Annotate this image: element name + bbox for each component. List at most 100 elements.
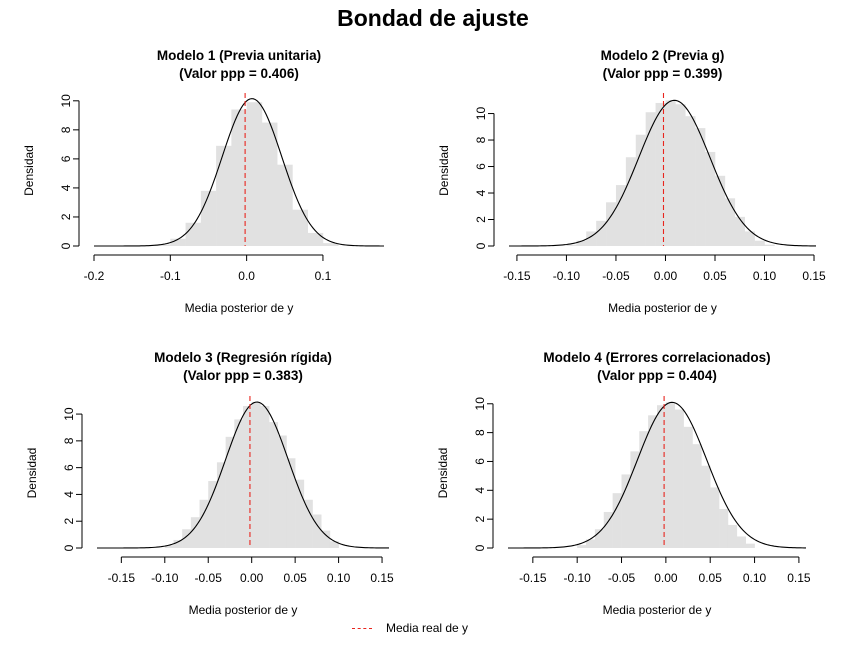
histogram-bar [155,244,171,246]
x-tick-label: -0.2 [84,269,105,283]
histogram-bar [657,405,667,548]
histogram-bar [261,122,278,246]
x-tick-label: 0.15 [802,269,826,283]
histogram-bar [606,202,617,246]
histogram-bar [260,406,270,548]
y-tick-label: 8 [59,126,73,133]
y-axis: 0 2 4 6 8 10 [473,397,494,551]
histogram-bar [701,465,711,548]
histogram-bar [615,185,627,246]
density-curve [508,401,807,549]
y-tick-label: 10 [473,397,487,411]
x-tick-label: -0.15 [503,269,531,283]
histogram-bar [303,499,313,548]
y-axis-label: Densidad [25,448,39,499]
y-tick-label: 2 [474,216,488,223]
y-tick-label: 10 [474,107,488,121]
histogram-bar [745,543,755,548]
x-axis: -0.15 -0.10 -0.05 0.00 0.05 0.10 0.15 [503,254,826,283]
histogram-bar [269,422,279,548]
y-tick-label: 4 [62,491,76,498]
x-tick-label: -0.1 [160,269,181,283]
histogram-bar [185,222,202,246]
y-tick-label: 6 [59,155,73,162]
histogram-bar [665,100,676,246]
legend-line-swatch [352,627,372,629]
x-tick-label: 0.00 [654,269,678,283]
panel-title: Modelo 4 (Errores correlacionados) [543,350,770,365]
x-tick-label: -0.05 [195,571,223,585]
histogram-bar [231,109,247,247]
histogram [155,102,339,247]
histogram-bar [170,238,186,246]
y-tick-label: 6 [473,458,487,465]
x-tick-label: 0.15 [787,571,811,585]
histogram-bar [727,524,738,548]
histogram-bar [225,436,235,548]
y-tick-label: 0 [474,242,488,249]
chart-panel-2: -0.15 -0.10 -0.05 0.00 0.05 0.10 0.15 0 2 4 6 8 10 De… [437,48,826,315]
histogram-bar [566,244,577,246]
histogram-bar [665,402,676,548]
x-tick-label: -0.15 [519,571,547,585]
y-tick-label: 0 [473,544,487,551]
histogram-bar [243,406,252,548]
panel-subtitle-ppp-value: (Valor ppp = 0.383) [183,368,303,383]
y-tick-label: 2 [62,518,76,525]
histogram-bar [630,451,640,548]
y-tick-label: 2 [59,213,73,220]
histogram-bar [695,128,706,246]
histogram-bar [625,157,637,246]
y-axis: 0 2 4 6 8 10 [62,407,83,551]
histogram-bar [736,536,746,548]
x-tick-label: 0.15 [370,571,394,585]
histogram-bar [655,102,666,247]
histogram [164,402,339,548]
histogram-bar [594,529,605,548]
histogram-bar [208,481,218,548]
histogram [577,402,755,548]
histogram-bar [182,529,192,548]
histogram-bar [164,545,174,548]
x-tick-label: 0.00 [654,571,678,585]
y-axis: 0 2 4 6 8 10 [59,94,80,249]
histogram-bar [719,509,729,548]
histogram-bar [199,499,209,548]
x-tick-label: 0.0 [238,269,255,283]
histogram-bar [234,419,244,548]
y-tick-label: 6 [474,163,488,170]
x-tick-label: 0.05 [283,571,307,585]
y-tick-label: 0 [62,544,76,551]
histogram-bar [714,175,726,246]
histogram-bar [190,517,200,548]
y-tick-label: 10 [59,94,73,108]
x-tick-label: 0.10 [753,269,777,283]
histogram-bar [621,474,631,548]
histogram-bar [586,231,597,246]
x-axis-label: Media posterior de y [189,603,298,617]
y-tick-label: 4 [59,184,73,191]
y-tick-label: 2 [473,515,487,522]
histogram-bar [724,198,736,246]
histogram-bar [173,539,183,548]
y-tick-label: 6 [62,464,76,471]
legend: Media real de y [352,620,468,636]
x-tick-label: 0.05 [699,571,723,585]
histogram-bar [307,232,324,246]
histogram-bar [685,116,696,246]
histogram-bar [764,244,775,246]
x-tick-label: 0.00 [240,571,264,585]
histogram-bar [612,493,622,548]
histogram-bar [295,479,305,548]
histogram-bar [286,458,296,548]
histogram-bar [329,541,339,548]
histogram-bar [648,415,658,548]
histogram-bar [744,231,755,246]
x-axis: -0.15 -0.10 -0.05 0.00 0.05 0.10 0.15 [108,556,394,585]
x-tick-label: -0.05 [608,571,636,585]
y-tick-label: 8 [473,429,487,436]
histogram-bar [577,545,587,548]
x-tick-label: 0.10 [327,571,351,585]
x-tick-label: 0.1 [315,269,332,283]
x-axis-label: Media posterior de y [603,603,712,617]
